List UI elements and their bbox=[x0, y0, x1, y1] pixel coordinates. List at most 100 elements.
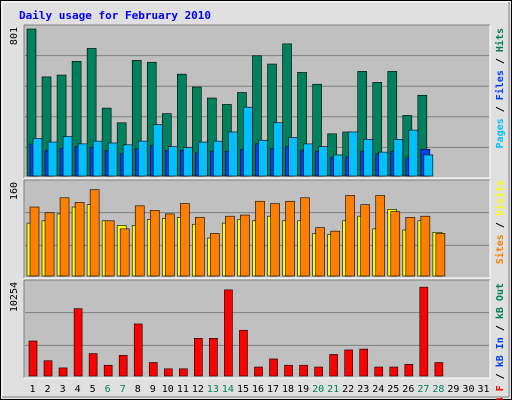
y-max-label-top: 801 bbox=[9, 27, 20, 45]
side-label-segment: / bbox=[495, 319, 506, 337]
day-label-27: 27 bbox=[417, 384, 429, 395]
bar-sites-day-9 bbox=[149, 210, 160, 277]
day-label-1: 1 bbox=[30, 384, 36, 395]
day-label-29: 29 bbox=[447, 384, 459, 395]
bar-kb-f-day-24 bbox=[374, 366, 384, 377]
day-label-17: 17 bbox=[267, 384, 279, 395]
day-label-4: 4 bbox=[75, 384, 81, 395]
bar-sites-day-7 bbox=[119, 228, 130, 277]
bar-pages-day-10 bbox=[167, 146, 178, 177]
side-label-segment: / bbox=[495, 216, 506, 234]
bar-sites-day-17 bbox=[270, 203, 280, 277]
panel-top: 801 bbox=[9, 24, 491, 179]
side-label-bottom: kB F / kB In / kB Out bbox=[495, 283, 506, 400]
bar-kb-f-day-7 bbox=[118, 355, 128, 377]
day-label-21: 21 bbox=[327, 384, 339, 395]
bar-kb-f-day-8 bbox=[133, 323, 143, 377]
bar-kb-f-day-27 bbox=[419, 286, 429, 377]
bar-sites-day-26 bbox=[405, 217, 416, 277]
day-label-10: 10 bbox=[162, 384, 174, 395]
bar-kb-f-day-13 bbox=[209, 338, 218, 377]
bar-pages-day-12 bbox=[198, 141, 208, 177]
bar-kb-f-day-1 bbox=[28, 340, 38, 377]
bar-pages-day-18 bbox=[288, 137, 298, 177]
bar-sites-day-11 bbox=[180, 203, 190, 277]
day-label-25: 25 bbox=[387, 384, 399, 395]
day-label-11: 11 bbox=[177, 384, 189, 395]
bar-sites-day-6 bbox=[104, 220, 115, 277]
day-label-5: 5 bbox=[90, 384, 96, 395]
bar-pages-day-13 bbox=[213, 140, 223, 177]
bar-kb-f-day-3 bbox=[58, 367, 68, 377]
bar-pages-day-15 bbox=[243, 106, 253, 177]
day-label-2: 2 bbox=[45, 384, 51, 395]
bar-kb-f-day-2 bbox=[43, 360, 53, 377]
bar-pages-day-19 bbox=[303, 143, 313, 177]
side-label-segment: Visits bbox=[494, 180, 506, 216]
bar-sites-day-21 bbox=[330, 230, 340, 277]
bar-kb-f-day-20 bbox=[314, 366, 323, 377]
bar-sites-day-15 bbox=[240, 214, 250, 277]
bar-sites-day-18 bbox=[285, 200, 295, 277]
day-label-13: 13 bbox=[207, 384, 219, 395]
bar-pages-day-2 bbox=[47, 141, 58, 177]
bar-sites-day-12 bbox=[195, 217, 205, 277]
bar-sites-day-1 bbox=[29, 206, 40, 277]
side-label-segment: Pages bbox=[495, 118, 506, 148]
day-label-30: 30 bbox=[462, 384, 474, 395]
bar-kb-f-day-9 bbox=[148, 362, 158, 377]
side-label-segment: kB In bbox=[495, 337, 506, 367]
side-label-top: Pages / Files / Hits bbox=[494, 28, 506, 148]
bar-sites-day-28 bbox=[435, 233, 446, 277]
bar-pages-day-17 bbox=[273, 122, 283, 177]
bar-sites-day-16 bbox=[255, 200, 265, 277]
day-label-20: 20 bbox=[312, 384, 324, 395]
bar-pages-day-27 bbox=[423, 154, 434, 177]
bar-pages-day-4 bbox=[77, 143, 88, 177]
bar-sites-day-8 bbox=[134, 205, 145, 277]
day-label-28: 28 bbox=[432, 384, 444, 395]
panel-middle: 160 bbox=[9, 179, 491, 279]
bar-kb-f-day-25 bbox=[389, 366, 399, 377]
bar-pages-day-9 bbox=[152, 124, 163, 177]
bar-kb-f-day-23 bbox=[359, 348, 369, 377]
day-label-19: 19 bbox=[297, 384, 309, 395]
bar-sites-day-22 bbox=[345, 195, 355, 277]
plot-area-bottom bbox=[24, 280, 490, 378]
bar-sites-day-3 bbox=[59, 197, 70, 277]
bar-pages-day-5 bbox=[92, 140, 103, 177]
bar-pages-day-6 bbox=[107, 142, 118, 177]
bar-pages-day-25 bbox=[393, 138, 404, 177]
bar-kb-f-day-14 bbox=[224, 289, 233, 377]
bar-pages-day-23 bbox=[363, 138, 374, 177]
bar-kb-f-day-22 bbox=[344, 349, 353, 377]
bar-pages-day-14 bbox=[228, 131, 238, 177]
chart-title: Daily usage for February 2010 bbox=[19, 9, 211, 22]
bar-pages-day-21 bbox=[333, 154, 343, 177]
day-label-9: 9 bbox=[150, 384, 156, 395]
bar-pages-day-22 bbox=[348, 131, 358, 177]
bar-sites-day-14 bbox=[225, 215, 235, 277]
bar-sites-day-4 bbox=[74, 202, 85, 277]
chart-panels: 801 160 10254 bbox=[9, 24, 491, 379]
day-label-26: 26 bbox=[402, 384, 414, 395]
bar-kb-f-day-12 bbox=[194, 338, 203, 377]
bar-kb-f-day-16 bbox=[254, 366, 263, 377]
side-label-segment: / bbox=[495, 367, 506, 385]
bar-sites-day-13 bbox=[210, 233, 220, 277]
bar-pages-day-7 bbox=[122, 144, 133, 177]
day-labels: 1 2 3 4 5 6 7 8 9 10 11 12 13 14 15 16 17 18 19 20 21 22 23 24 2… bbox=[30, 384, 490, 395]
day-label-18: 18 bbox=[282, 384, 294, 395]
bar-pages-day-11 bbox=[183, 147, 193, 177]
day-label-3: 3 bbox=[60, 384, 66, 395]
bar-sites-day-24 bbox=[375, 195, 386, 277]
y-max-label-bottom: 10254 bbox=[9, 282, 20, 312]
bar-kb-f-day-10 bbox=[163, 368, 173, 377]
side-label-segment: kB F bbox=[495, 385, 506, 400]
day-label-24: 24 bbox=[372, 384, 384, 395]
bar-sites-day-5 bbox=[89, 189, 100, 277]
bar-kb-f-day-18 bbox=[284, 364, 293, 377]
y-max-label-middle: 160 bbox=[9, 182, 20, 200]
bar-sites-day-25 bbox=[390, 211, 401, 277]
